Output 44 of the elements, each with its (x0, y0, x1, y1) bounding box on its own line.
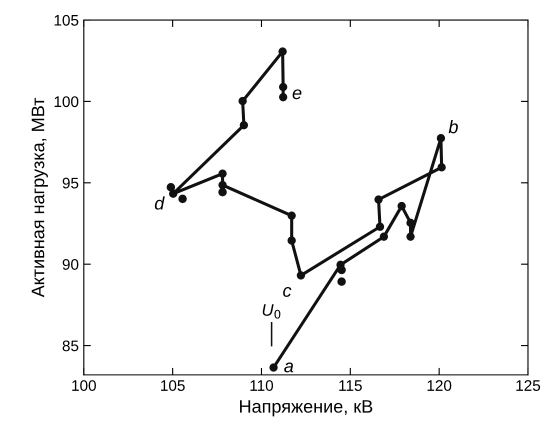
point (240, 121, 248, 130)
y-tick-label: 105 (54, 14, 78, 26)
point (166, 182, 176, 192)
point (380, 232, 388, 241)
x-tick-label: 100 (72, 380, 96, 391)
point (437, 163, 446, 172)
annotation: e (292, 89, 302, 100)
point (278, 47, 287, 56)
point (218, 170, 227, 178)
annotation: d (154, 196, 165, 210)
point (288, 236, 296, 245)
annotation: b (448, 120, 458, 134)
point (397, 202, 406, 210)
x-tick-label: 110 (250, 380, 274, 391)
y-axis-title: Активная нагрузка, МВт (32, 98, 48, 298)
point (374, 195, 383, 204)
point (288, 212, 296, 220)
annotation: a (284, 362, 294, 372)
point (278, 82, 288, 92)
point (269, 363, 278, 372)
point (376, 222, 384, 231)
point (218, 188, 227, 196)
y-tick-label: 90 (62, 259, 78, 270)
y-tick-label: 100 (54, 96, 78, 108)
x-tick-label: 125 (516, 380, 540, 391)
y-tick-label: 85 (62, 340, 78, 352)
point (436, 134, 446, 142)
point (406, 218, 415, 228)
x-axis-title: Напряжение, кВ (240, 400, 372, 416)
point (406, 232, 415, 241)
x-tick-label: 120 (428, 380, 452, 391)
annotation: c (283, 287, 292, 297)
point (238, 96, 247, 106)
point (337, 266, 346, 274)
point (278, 93, 288, 102)
point (296, 271, 306, 280)
point (337, 277, 346, 286)
point (178, 194, 187, 204)
x-tick-label: 115 (339, 380, 362, 391)
point (169, 190, 178, 198)
point (218, 180, 227, 190)
ref-line-label: U$_{0}$ (262, 304, 280, 319)
x-tick-label: 105 (161, 380, 185, 391)
y-tick-label: 95 (62, 178, 78, 188)
